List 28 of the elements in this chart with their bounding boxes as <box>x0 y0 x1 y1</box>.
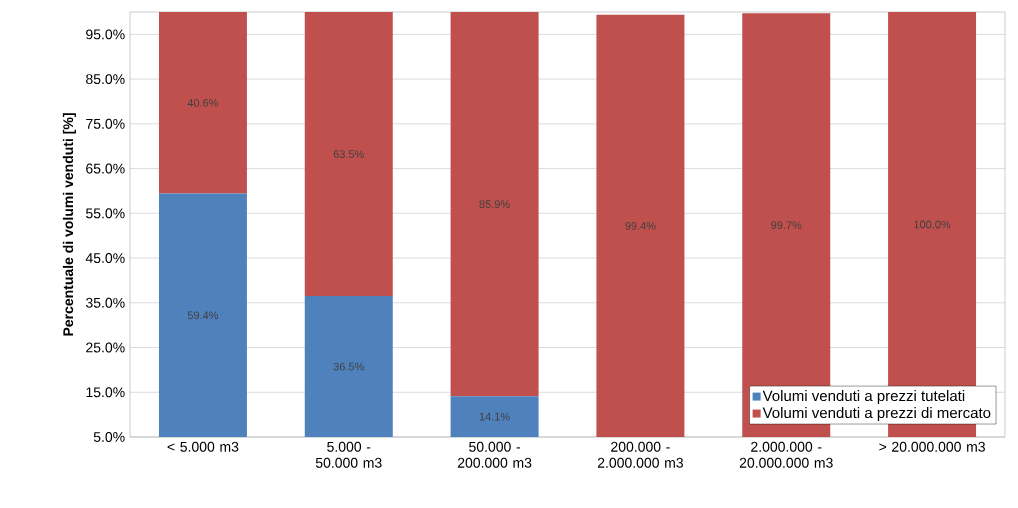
x-tick-label: > 20.000.000 m3 <box>879 441 985 452</box>
legend-label: Volumi venduti a prezzi di mercato <box>762 407 991 422</box>
y-tick-label: 35.0% <box>85 297 125 308</box>
x-tick-label: 2.000.000 - 20.000.000 m3 <box>739 441 833 468</box>
x-tick-label: 200.000 - 2.000.000 m3 <box>597 441 683 468</box>
data-label: 99.7% <box>771 221 802 230</box>
y-tick-label: 85.0% <box>86 74 125 85</box>
y-tick-label: 55.0% <box>86 208 125 219</box>
data-label: 63.5% <box>333 150 364 158</box>
data-label: 59.4% <box>187 311 219 320</box>
data-label: 100.0% <box>914 220 951 229</box>
data-label: 36.5% <box>333 362 364 371</box>
y-tick-label: 25.0% <box>86 342 125 353</box>
x-tick-label: < 5.000 m3 <box>167 441 239 452</box>
y-tick-label: 45.0% <box>85 253 125 264</box>
y-tick-label: 5.0% <box>93 432 125 442</box>
legend-label: Volumi venduti a prezzi tutelati <box>762 390 965 405</box>
y-axis-title: Percentuale di volumi venduti [%] <box>62 113 76 336</box>
data-label: 85.9% <box>479 200 510 209</box>
x-tick-label: 5.000 - 50.000 m3 <box>315 441 382 468</box>
data-label: 14.1% <box>479 412 510 421</box>
y-tick-label: 95.0% <box>86 29 125 40</box>
y-tick-label: 15.0% <box>86 387 125 398</box>
x-tick-label: 50.000 - 200.000 m3 <box>457 441 532 468</box>
y-tick-label: 65.0% <box>86 163 125 174</box>
data-label: 99.4% <box>625 221 656 230</box>
y-tick-label: 75.0% <box>86 118 125 129</box>
data-label: 40.6% <box>187 98 219 107</box>
